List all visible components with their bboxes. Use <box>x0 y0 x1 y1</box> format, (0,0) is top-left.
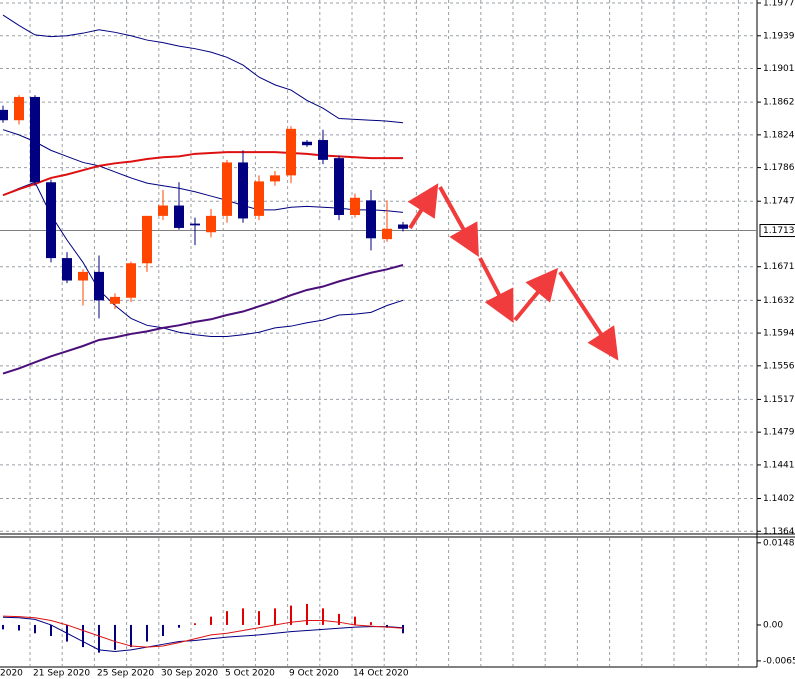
y-tick-label: 1.18620 <box>763 98 795 108</box>
arrow <box>558 270 619 361</box>
candle-body <box>318 140 328 160</box>
candle-body <box>30 96 40 183</box>
histogram-bar <box>82 624 84 648</box>
y-tick-label: 1.15940 <box>763 329 795 339</box>
y-tick-label: -0.0065 <box>763 656 795 666</box>
forecast-arrows <box>407 183 619 361</box>
candle-body <box>382 228 392 240</box>
histogram-bar <box>162 624 164 637</box>
x-tick-label: 2020 <box>0 669 23 679</box>
candle-body <box>126 263 136 298</box>
histogram-bar <box>98 624 100 653</box>
candle-body <box>94 271 104 301</box>
histogram-bar <box>130 624 132 648</box>
histogram-bar <box>18 624 20 631</box>
candle-body <box>0 109 8 121</box>
y-tick-label: 1.14020 <box>763 494 795 504</box>
arrow <box>407 183 439 230</box>
candle-body <box>190 223 200 226</box>
candle-body <box>174 205 184 228</box>
histogram-bar <box>34 624 36 634</box>
arrow <box>478 257 514 324</box>
histogram-bar <box>50 624 52 637</box>
histogram-bar <box>370 622 372 625</box>
arrow <box>438 186 479 257</box>
y-tick-label: 0.01485 <box>763 538 795 548</box>
histogram-bar <box>354 616 356 625</box>
histogram-bar <box>2 624 4 630</box>
candle-body <box>158 205 168 216</box>
candle-body <box>78 271 88 281</box>
candle-body <box>366 200 376 239</box>
indicator-line <box>2 616 404 653</box>
histogram-bar <box>306 603 308 625</box>
last-price-label: 1.17130 <box>763 226 795 236</box>
candle-body <box>62 258 72 281</box>
y-tick-label: 1.18240 <box>763 130 795 140</box>
histogram-bar <box>274 608 276 625</box>
y-tick-label: 1.13640 <box>763 527 795 537</box>
indicator-line <box>2 181 404 338</box>
candle-body <box>270 175 280 182</box>
last-price-box <box>759 224 795 238</box>
indicator-line <box>2 615 404 648</box>
arrow <box>513 267 559 322</box>
candle-body <box>286 128 296 176</box>
candle-body <box>14 96 24 121</box>
indicator-line <box>2 151 403 197</box>
indicator-line <box>2 264 404 375</box>
y-tick-label: 1.19770 <box>763 0 795 9</box>
y-tick-label: 1.17470 <box>763 197 795 207</box>
histogram-bar <box>322 608 324 625</box>
histogram-bar <box>226 611 228 625</box>
indicator-line <box>2 14 404 124</box>
y-tick-label: 1.19390 <box>763 31 795 41</box>
y-tick-label: 1.15560 <box>763 361 795 371</box>
y-tick-label: 1.14410 <box>763 460 795 470</box>
histogram-bar <box>242 608 244 625</box>
candle-body <box>334 158 344 216</box>
x-tick-label: 5 Oct 2020 <box>225 669 275 679</box>
candle-body <box>398 224 408 229</box>
y-tick-label: 0.00 <box>763 620 783 630</box>
candle-body <box>350 197 360 216</box>
x-tick-label: 14 Oct 2020 <box>353 669 409 679</box>
y-tick-label: 1.15170 <box>763 395 795 405</box>
histogram-bar <box>114 624 116 650</box>
candle-body <box>238 162 248 219</box>
x-tick-label: 9 Oct 2020 <box>289 669 339 679</box>
candle-body <box>142 215 152 264</box>
histogram-bar <box>338 613 340 625</box>
histogram-bar <box>402 624 404 634</box>
candle-body <box>46 182 56 259</box>
histogram-bar <box>210 616 212 625</box>
y-tick-label: 1.16320 <box>763 296 795 306</box>
candle-body <box>222 162 232 216</box>
x-tick-label: 30 Sep 2020 <box>161 669 218 679</box>
candle-body <box>110 296 120 304</box>
candle-body <box>302 141 312 146</box>
histogram-bar <box>258 611 260 625</box>
histogram-bar <box>178 624 180 628</box>
histogram-bar <box>290 605 292 625</box>
histogram-bar <box>194 623 196 625</box>
y-tick-label: 1.14790 <box>763 428 795 438</box>
candle-body <box>254 181 264 216</box>
histogram-bar <box>146 624 148 642</box>
candle-body <box>206 215 216 233</box>
x-tick-label: 21 Sep 2020 <box>33 669 90 679</box>
x-tick-label: 25 Sep 2020 <box>97 669 154 679</box>
y-tick-label: 1.19010 <box>763 64 795 74</box>
y-tick-label: 1.16710 <box>763 262 795 272</box>
y-tick-label: 1.17860 <box>763 163 795 173</box>
